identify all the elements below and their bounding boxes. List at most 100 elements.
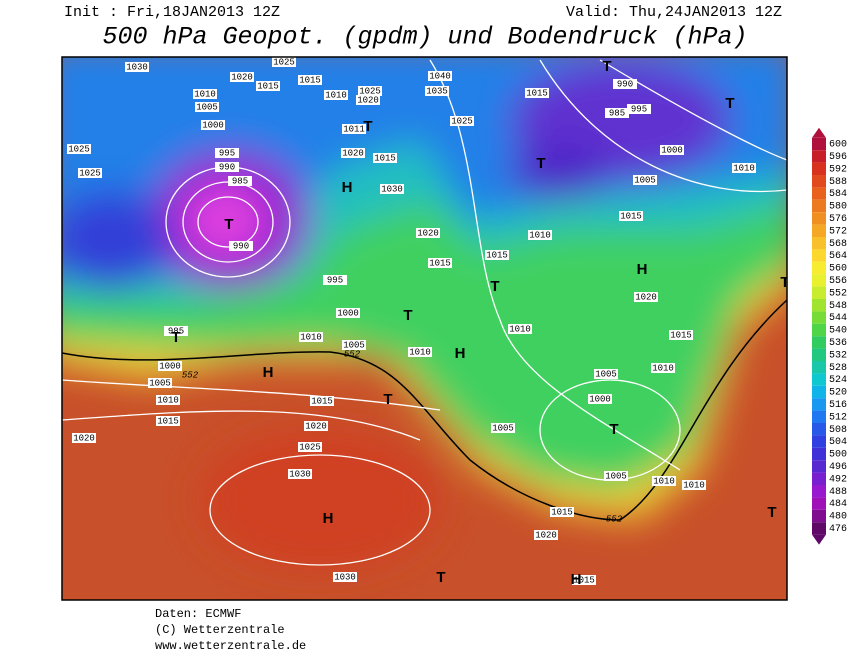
colorbar-band [812, 423, 826, 436]
pressure-center: H [571, 571, 582, 588]
pressure-center: T [363, 118, 372, 135]
map-title: 500 hPa Geopot. (gpdm) und Bodendruck (h… [102, 23, 747, 52]
footer-source: Daten: ECMWF [155, 607, 241, 621]
label-box [633, 175, 657, 185]
label-box [125, 62, 149, 72]
isobar-label: 1000 [337, 308, 359, 318]
colorbar-tick-label: 544 [829, 313, 847, 324]
map-area: 1030 1020 1025 1015 1015 1010 1005 1000 995 990 98… [62, 57, 789, 600]
isobar-label: 1000 [159, 361, 181, 371]
label-box [304, 421, 328, 431]
isobar-label: 1015 [374, 153, 396, 163]
isobar-label: 1015 [429, 258, 451, 268]
colorbar-tick-label: 528 [829, 363, 847, 374]
isobar-label: 1025 [68, 144, 90, 154]
isobar-label: 990 [233, 241, 249, 251]
pressure-center: H [637, 261, 648, 278]
isobar-label: 985 [168, 326, 184, 336]
colorbar-band [812, 224, 826, 237]
isobar-label: 1010 [733, 163, 755, 173]
pressure-center: T [780, 274, 789, 291]
colorbar-band [812, 137, 826, 151]
label-box [256, 81, 280, 91]
isobar-label: 990 [617, 79, 633, 89]
colorbar-band [812, 187, 826, 200]
isobar-label: 1010 [653, 476, 675, 486]
colorbar-arrow-top [812, 127, 826, 138]
isobar-label: 1000 [589, 394, 611, 404]
colorbar-tick-label: 564 [829, 251, 847, 262]
colorbar-band [812, 373, 826, 386]
colorbar-band [812, 249, 826, 262]
colorbar-band [812, 336, 826, 349]
colorbar-tick-label: 576 [829, 214, 847, 225]
label-box [156, 416, 180, 426]
isobar-label: 1010 [509, 324, 531, 334]
label-box [380, 184, 404, 194]
label-box [572, 575, 596, 585]
isobar-label: 1020 [417, 228, 439, 238]
isobar-label: 985 [232, 176, 248, 186]
label-box [491, 423, 515, 433]
colorbar-tick-label: 488 [829, 487, 847, 498]
colorbar-tick-label: 500 [829, 450, 847, 461]
isobar-label: 1030 [334, 572, 356, 582]
isobar-label: 1020 [635, 292, 657, 302]
colorbar-band [812, 398, 826, 411]
isobar-label: 1011 [343, 124, 365, 134]
colorbar-tick-label: 584 [829, 189, 847, 200]
colorbar-tick-label: 596 [829, 152, 847, 163]
label-box [634, 292, 658, 302]
pressure-center: H [323, 510, 334, 527]
label-box [215, 148, 239, 158]
isobar-label: 1020 [305, 421, 327, 431]
label-box [228, 176, 252, 186]
isobar-label: 1025 [299, 442, 321, 452]
label-box [627, 104, 651, 114]
colorbar-band [812, 460, 826, 473]
label-box [534, 530, 558, 540]
colorbar-band [812, 385, 826, 399]
colorbar-tick-label: 480 [829, 512, 847, 523]
label-box [408, 347, 432, 357]
colorbar-band [812, 286, 826, 299]
label-box [288, 469, 312, 479]
colorbar-tick-label: 568 [829, 239, 847, 250]
label-box [201, 120, 225, 130]
init-time: Init : Fri,18JAN2013 12Z [64, 4, 280, 21]
isobar-label: 1015 [311, 396, 333, 406]
label-box [148, 378, 172, 388]
isobar-label: 1005 [343, 340, 365, 350]
isobar-label: 1005 [595, 369, 617, 379]
colorbar-tick-label: 592 [829, 164, 847, 175]
colorbar-band [812, 274, 826, 287]
label-box [229, 241, 253, 251]
colorbar-band [812, 311, 826, 324]
colorbar-band [812, 361, 826, 374]
isobar-label: 1010 [325, 90, 347, 100]
label-box [525, 88, 549, 98]
isobar-label: 1005 [634, 175, 656, 185]
pressure-center: H [263, 364, 274, 381]
colorbar-band [812, 485, 826, 498]
isobar-label: 1030 [126, 62, 148, 72]
isobar-label: 1010 [300, 332, 322, 342]
label-box [323, 275, 347, 285]
colorbar-tick-label: 512 [829, 412, 847, 423]
colorbar-band [812, 348, 826, 361]
isobar-label: 1000 [661, 145, 683, 155]
contour-label: 552 [182, 370, 199, 380]
colorbar-band [812, 212, 826, 225]
label-box [416, 228, 440, 238]
label-box [342, 340, 366, 350]
colorbar-tick-label: 580 [829, 202, 847, 213]
isobar-label: 1030 [381, 184, 403, 194]
label-box [341, 148, 365, 158]
isobar-label: 995 [327, 275, 343, 285]
label-box [333, 572, 357, 582]
label-box [619, 211, 643, 221]
label-box [550, 507, 574, 517]
colorbar-tick-label: 492 [829, 474, 847, 485]
isobar-label: 1005 [196, 102, 218, 112]
